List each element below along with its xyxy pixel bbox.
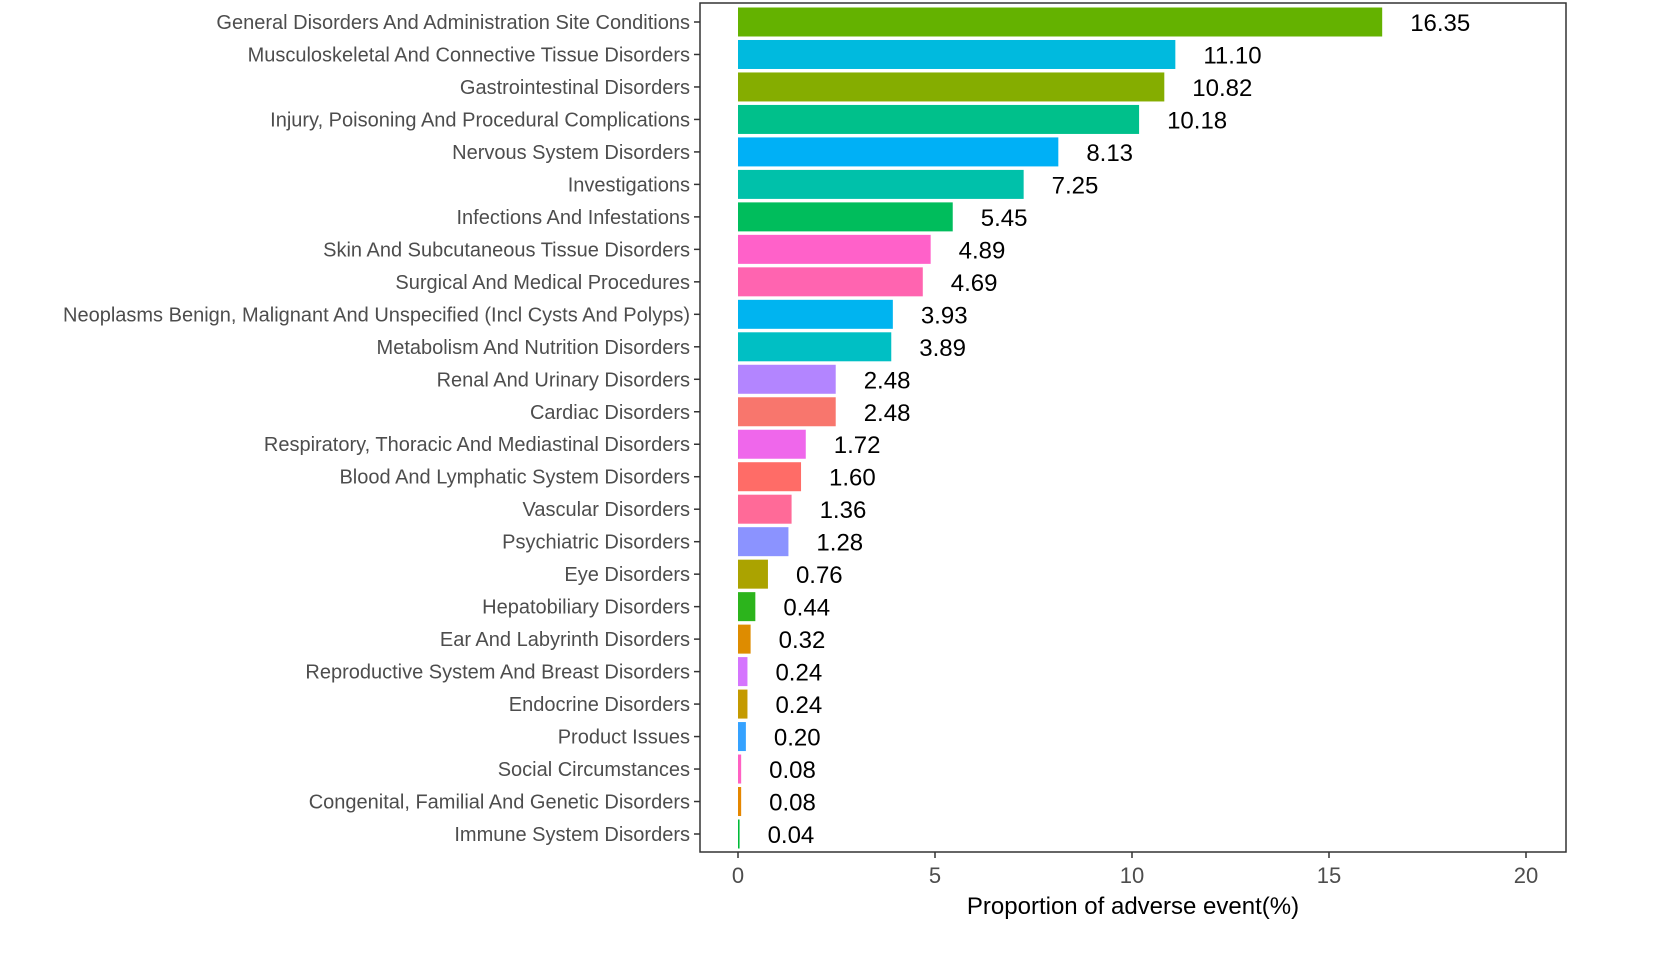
y-tick-label: General Disorders And Administration Sit… — [216, 12, 690, 34]
bar — [738, 819, 740, 849]
bar — [738, 234, 931, 264]
y-tick-label: Respiratory, Thoracic And Mediastinal Di… — [264, 434, 690, 456]
value-label: 3.93 — [921, 302, 968, 329]
bar — [738, 462, 802, 492]
value-label: 11.10 — [1203, 42, 1261, 69]
bar — [738, 754, 742, 784]
y-tick-label: Immune System Disorders — [454, 824, 690, 846]
x-tick-label: 0 — [732, 863, 744, 888]
y-tick-label: Eye Disorders — [564, 564, 690, 586]
value-label: 4.89 — [959, 237, 1006, 264]
bar — [738, 494, 792, 524]
value-label: 0.32 — [779, 627, 826, 654]
value-label: 3.89 — [919, 335, 966, 362]
value-label: 0.08 — [769, 757, 816, 784]
x-tick-label: 5 — [929, 863, 941, 888]
bar — [738, 689, 748, 719]
value-label: 0.08 — [769, 790, 816, 817]
bar — [738, 657, 748, 687]
bar — [738, 559, 768, 589]
bar — [738, 429, 806, 459]
value-label: 0.04 — [768, 822, 815, 849]
y-tick-label: Ear And Labyrinth Disorders — [440, 629, 690, 651]
value-label: 1.60 — [829, 465, 876, 492]
value-label: 10.18 — [1167, 107, 1227, 134]
value-label: 4.69 — [951, 270, 998, 297]
y-tick-label: Product Issues — [558, 727, 690, 749]
plot-panel-border — [699, 2, 1567, 853]
y-tick-label: Psychiatric Disorders — [502, 532, 690, 554]
y-tick-label: Congenital, Familial And Genetic Disorde… — [309, 792, 690, 814]
value-label: 7.25 — [1052, 172, 1099, 199]
value-label: 0.24 — [775, 660, 822, 687]
bar — [738, 527, 789, 557]
value-label: 5.45 — [981, 205, 1028, 232]
bar — [738, 7, 1383, 37]
value-label: 2.48 — [864, 400, 911, 427]
value-label: 10.82 — [1192, 75, 1252, 102]
y-axis-labels: General Disorders And Administration Sit… — [63, 12, 700, 846]
value-label: 8.13 — [1086, 140, 1133, 167]
bar — [738, 169, 1024, 199]
value-label: 0.44 — [783, 595, 830, 622]
value-label: 1.36 — [820, 497, 867, 524]
bar — [738, 787, 742, 817]
value-label: 0.20 — [774, 725, 821, 752]
bar — [738, 364, 836, 394]
y-tick-label: Neoplasms Benign, Malignant And Unspecif… — [63, 304, 690, 326]
value-label: 1.72 — [834, 432, 881, 459]
y-tick-label: Cardiac Disorders — [530, 402, 690, 424]
bar — [738, 397, 836, 427]
y-tick-label: Infections And Infestations — [457, 207, 691, 229]
bar — [738, 592, 756, 622]
bar — [738, 722, 746, 752]
value-labels: 16.35 11.10 10.82 10.18 8.13 7.25 5.45 4.89 4.69… — [768, 10, 1471, 849]
bar — [738, 332, 892, 362]
bar — [738, 104, 1140, 134]
bar — [738, 137, 1059, 167]
y-tick-label: Investigations — [568, 174, 690, 196]
bar — [738, 299, 893, 329]
value-label: 16.35 — [1410, 10, 1470, 37]
y-tick-label: Injury, Poisoning And Procedural Complic… — [270, 109, 690, 131]
value-label: 0.24 — [775, 692, 822, 719]
y-tick-label: Gastrointestinal Disorders — [460, 77, 690, 99]
x-axis: 0 5 10 15 20 — [732, 852, 1538, 888]
value-label: 1.28 — [816, 530, 863, 557]
bars-group — [738, 7, 1383, 849]
x-tick-label: 10 — [1120, 863, 1144, 888]
bar — [738, 72, 1165, 102]
y-tick-label: Nervous System Disorders — [452, 142, 690, 164]
bar — [738, 624, 751, 654]
x-tick-label: 20 — [1514, 863, 1538, 888]
value-label: 0.76 — [796, 562, 843, 589]
y-tick-label: Endocrine Disorders — [509, 694, 690, 716]
x-tick-label: 15 — [1317, 863, 1341, 888]
y-tick-label: Metabolism And Nutrition Disorders — [377, 337, 690, 359]
bar — [738, 202, 953, 232]
y-tick-label: Surgical And Medical Procedures — [395, 272, 690, 294]
x-axis-title: Proportion of adverse event(%) — [967, 893, 1299, 920]
y-tick-label: Vascular Disorders — [523, 499, 690, 521]
y-tick-label: Skin And Subcutaneous Tissue Disorders — [323, 239, 690, 261]
bar — [738, 267, 923, 297]
y-tick-label: Social Circumstances — [498, 759, 690, 781]
y-tick-label: Hepatobiliary Disorders — [482, 597, 690, 619]
value-label: 2.48 — [864, 367, 911, 394]
bar — [738, 39, 1176, 69]
y-tick-label: Reproductive System And Breast Disorders — [305, 662, 690, 684]
y-tick-label: Musculoskeletal And Connective Tissue Di… — [248, 44, 690, 66]
y-tick-label: Blood And Lymphatic System Disorders — [339, 467, 690, 489]
y-tick-label: Renal And Urinary Disorders — [437, 369, 690, 391]
